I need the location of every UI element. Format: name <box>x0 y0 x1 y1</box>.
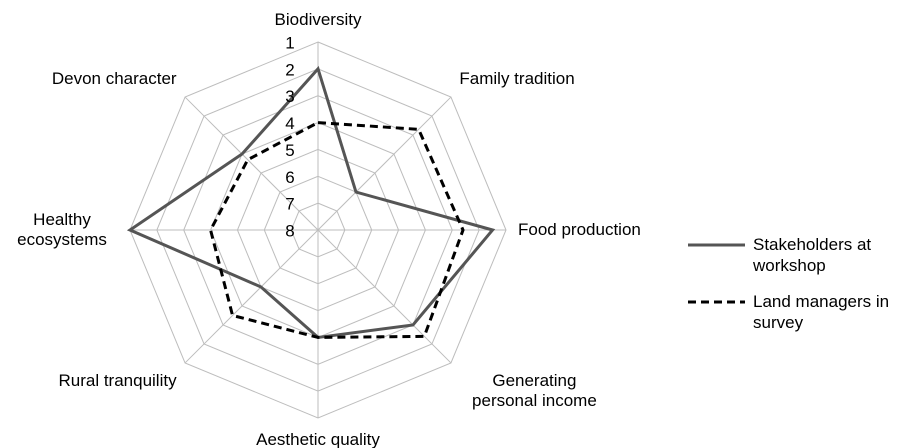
category-label: Generating personal income <box>472 371 597 411</box>
r-tick-label: 4 <box>285 114 294 133</box>
category-label: Healthy ecosystems <box>17 210 107 249</box>
r-tick-label: 7 <box>285 195 294 214</box>
category-label: Rural tranquility <box>58 371 177 391</box>
category-label: Devon character <box>51 68 177 88</box>
category-label: Family tradition <box>459 68 575 88</box>
legend-label: Land managers in survey <box>753 292 890 332</box>
r-tick-label: 1 <box>285 33 294 52</box>
r-tick-label: 5 <box>285 141 294 160</box>
r-tick-label: 3 <box>285 87 294 106</box>
r-tick-label: 2 <box>285 60 294 79</box>
r-tick-label: 8 <box>285 221 294 240</box>
spoke <box>184 96 319 231</box>
category-label: Food production <box>518 220 641 239</box>
series-line <box>208 121 465 339</box>
spoke <box>317 229 452 364</box>
category-label: Biodiversity <box>274 10 362 29</box>
r-tick-label: 6 <box>285 168 294 187</box>
spoke <box>317 96 452 231</box>
spoke <box>184 229 319 364</box>
category-label: Aesthetic quality <box>256 430 380 448</box>
legend-label: Stakeholders at workshop <box>753 235 872 275</box>
